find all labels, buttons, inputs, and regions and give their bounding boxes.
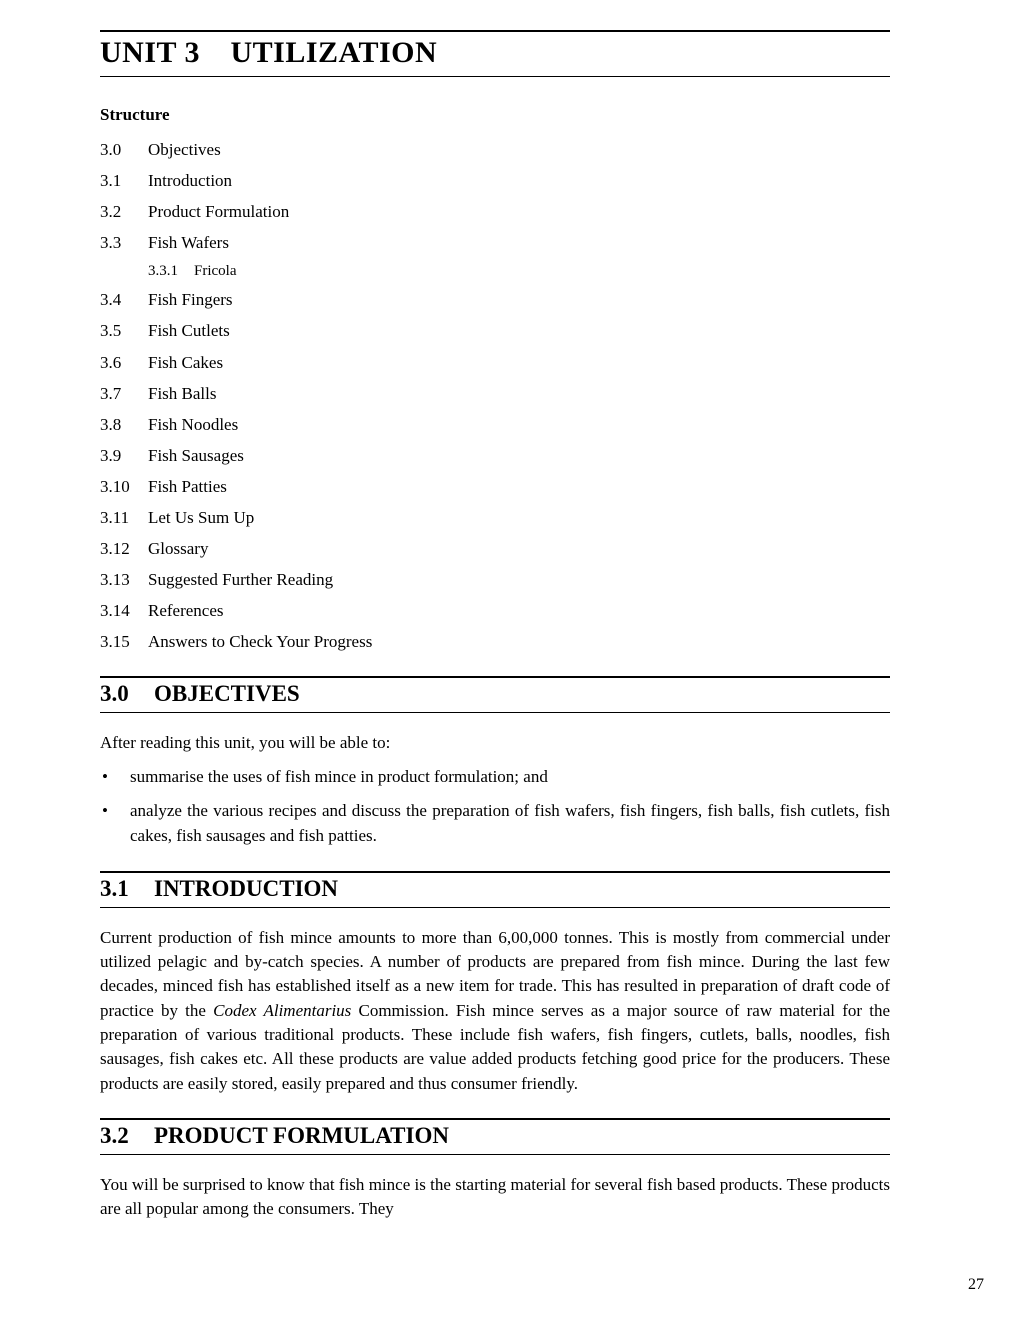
toc-num: 3.6 — [100, 352, 148, 374]
toc-item: 3.8Fish Noodles — [100, 414, 890, 436]
section-rule: 3.1 INTRODUCTION — [100, 871, 890, 908]
toc-sub-label: Fricola — [194, 263, 237, 280]
section-num: 3.1 — [100, 876, 154, 902]
toc-item: 3.10Fish Patties — [100, 476, 890, 498]
section-num: 3.0 — [100, 681, 154, 707]
toc-subitem: 3.3.1Fricola — [148, 263, 890, 280]
formulation-paragraph: You will be surprised to know that fish … — [100, 1173, 890, 1222]
toc-num: 3.4 — [100, 289, 148, 311]
section-rule: 3.2 PRODUCT FORMULATION — [100, 1118, 890, 1155]
section-heading-introduction: 3.1 INTRODUCTION — [100, 876, 890, 902]
page-content: UNIT 3 UTILIZATION Structure 3.0Objectiv… — [0, 0, 1020, 1261]
intro-text-italic: Codex Alimentarius — [213, 1001, 351, 1020]
toc-item: 3.11Let Us Sum Up — [100, 507, 890, 529]
section-title: PRODUCT FORMULATION — [154, 1123, 449, 1149]
section-title: INTRODUCTION — [154, 876, 338, 902]
structure-heading: Structure — [100, 105, 890, 125]
objectives-intro: After reading this unit, you will be abl… — [100, 731, 890, 755]
toc-label: Introduction — [148, 170, 232, 192]
toc-label: Fish Cutlets — [148, 320, 230, 342]
toc-num: 3.8 — [100, 414, 148, 436]
toc-item: 3.3Fish Wafers — [100, 232, 890, 254]
section-num: 3.2 — [100, 1123, 154, 1149]
toc-label: References — [148, 600, 224, 622]
toc-label: Objectives — [148, 139, 221, 161]
introduction-paragraph: Current production of fish mince amounts… — [100, 926, 890, 1096]
section-title: OBJECTIVES — [154, 681, 300, 707]
toc-num: 3.13 — [100, 569, 148, 591]
toc-item: 3.12Glossary — [100, 538, 890, 560]
objectives-list: •summarise the uses of fish mince in pro… — [100, 765, 890, 849]
toc-item: 3.7Fish Balls — [100, 383, 890, 405]
toc-label: Product Formulation — [148, 201, 289, 223]
toc-label: Glossary — [148, 538, 208, 560]
unit-title: UNIT 3 UTILIZATION — [100, 36, 890, 70]
page-number: 27 — [968, 1276, 984, 1294]
toc-item: 3.5Fish Cutlets — [100, 320, 890, 342]
toc-label: Answers to Check Your Progress — [148, 631, 372, 653]
toc-label: Fish Wafers — [148, 232, 229, 254]
toc-item: 3.4Fish Fingers — [100, 289, 890, 311]
toc-label: Fish Noodles — [148, 414, 238, 436]
bullet-item: •analyze the various recipes and discuss… — [100, 799, 890, 848]
toc-num: 3.14 — [100, 600, 148, 622]
toc-num: 3.10 — [100, 476, 148, 498]
toc-item: 3.1Introduction — [100, 170, 890, 192]
toc-num: 3.12 — [100, 538, 148, 560]
toc-item: 3.13Suggested Further Reading — [100, 569, 890, 591]
bullet-icon: • — [100, 799, 130, 848]
toc-label: Fish Patties — [148, 476, 227, 498]
section-heading-product-formulation: 3.2 PRODUCT FORMULATION — [100, 1123, 890, 1149]
toc-label: Fish Fingers — [148, 289, 233, 311]
toc-label: Fish Balls — [148, 383, 217, 405]
section-rule: 3.0 OBJECTIVES — [100, 676, 890, 713]
toc-num: 3.9 — [100, 445, 148, 467]
bullet-item: •summarise the uses of fish mince in pro… — [100, 765, 890, 790]
toc-num: 3.2 — [100, 201, 148, 223]
toc-label: Suggested Further Reading — [148, 569, 333, 591]
toc-label: Fish Cakes — [148, 352, 223, 374]
toc-num: 3.7 — [100, 383, 148, 405]
toc-num: 3.15 — [100, 631, 148, 653]
toc-sub-num: 3.3.1 — [148, 263, 194, 280]
unit-title-rule: UNIT 3 UTILIZATION — [100, 30, 890, 77]
toc-item: 3.15Answers to Check Your Progress — [100, 631, 890, 653]
toc-num: 3.1 — [100, 170, 148, 192]
toc-label: Fish Sausages — [148, 445, 244, 467]
toc-list: 3.0Objectives 3.1Introduction 3.2Product… — [100, 139, 890, 654]
toc-item: 3.2Product Formulation — [100, 201, 890, 223]
toc-num: 3.11 — [100, 507, 148, 529]
toc-num: 3.0 — [100, 139, 148, 161]
section-heading-objectives: 3.0 OBJECTIVES — [100, 681, 890, 707]
bullet-text: summarise the uses of fish mince in prod… — [130, 765, 548, 790]
toc-item: 3.0Objectives — [100, 139, 890, 161]
toc-item: 3.14References — [100, 600, 890, 622]
toc-num: 3.5 — [100, 320, 148, 342]
toc-item: 3.6Fish Cakes — [100, 352, 890, 374]
toc-label: Let Us Sum Up — [148, 507, 254, 529]
toc-item: 3.9Fish Sausages — [100, 445, 890, 467]
bullet-icon: • — [100, 765, 130, 790]
bullet-text: analyze the various recipes and discuss … — [130, 799, 890, 848]
toc-num: 3.3 — [100, 232, 148, 254]
